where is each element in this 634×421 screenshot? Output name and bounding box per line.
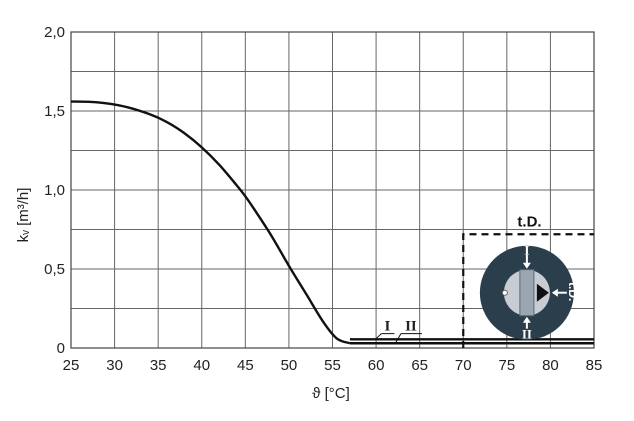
y-tick-label: 0 xyxy=(57,340,65,357)
y-tick-label: 0,5 xyxy=(44,261,65,278)
valve-pin xyxy=(501,289,508,296)
x-tick-label: 55 xyxy=(324,357,341,374)
plot-frame xyxy=(70,31,595,349)
x-tick-label: 40 xyxy=(193,357,210,374)
annotation-leader xyxy=(395,333,402,343)
series-line-main xyxy=(70,100,351,345)
y-tick-label: 1,5 xyxy=(44,103,65,120)
y-tick-label: 2,0 xyxy=(44,24,65,41)
td-label: t.D. xyxy=(517,213,541,230)
x-tick-label: 50 xyxy=(281,357,298,374)
x-tick-label: 75 xyxy=(498,357,515,374)
y-tick-label: 1,0 xyxy=(44,182,65,199)
annotation-leader xyxy=(376,333,382,339)
x-tick-label: 30 xyxy=(106,357,123,374)
x-tick-label: 35 xyxy=(150,357,167,374)
inset-label-td: t.D. xyxy=(566,282,580,301)
grid xyxy=(70,31,595,349)
arrow-right-head xyxy=(551,288,558,297)
td-box-outline xyxy=(462,233,594,348)
inset-label-I: I xyxy=(524,243,529,258)
arrow-bottom-head xyxy=(522,316,531,323)
arrow-top-head xyxy=(522,262,531,269)
x-axis-label: ϑ [°C] xyxy=(312,385,350,402)
valve-pointer xyxy=(536,283,549,302)
x-tick-label: 80 xyxy=(542,357,559,374)
x-tick-label: 25 xyxy=(63,357,80,374)
x-tick-label: 85 xyxy=(586,357,603,374)
tick-labels: 25 30 35 40 45 50 55 60 65 70 75 80 85 0 0,5 1,0 1,5 2,0 xyxy=(44,24,602,374)
series-group xyxy=(70,100,594,345)
x-tick-label: 65 xyxy=(411,357,428,374)
td-inset-box xyxy=(462,233,594,348)
annotation-I: I xyxy=(384,319,390,335)
y-axis-label: kᵥ [m³/h] xyxy=(15,188,32,243)
x-tick-label: 70 xyxy=(455,357,472,374)
inset-label-II: II xyxy=(522,327,532,342)
annotations: I IIt.D. xyxy=(376,213,542,343)
x-tick-label: 60 xyxy=(368,357,385,374)
annotation-II: II xyxy=(405,319,417,335)
x-tick-label: 45 xyxy=(237,357,254,374)
valve-stem xyxy=(519,269,535,317)
